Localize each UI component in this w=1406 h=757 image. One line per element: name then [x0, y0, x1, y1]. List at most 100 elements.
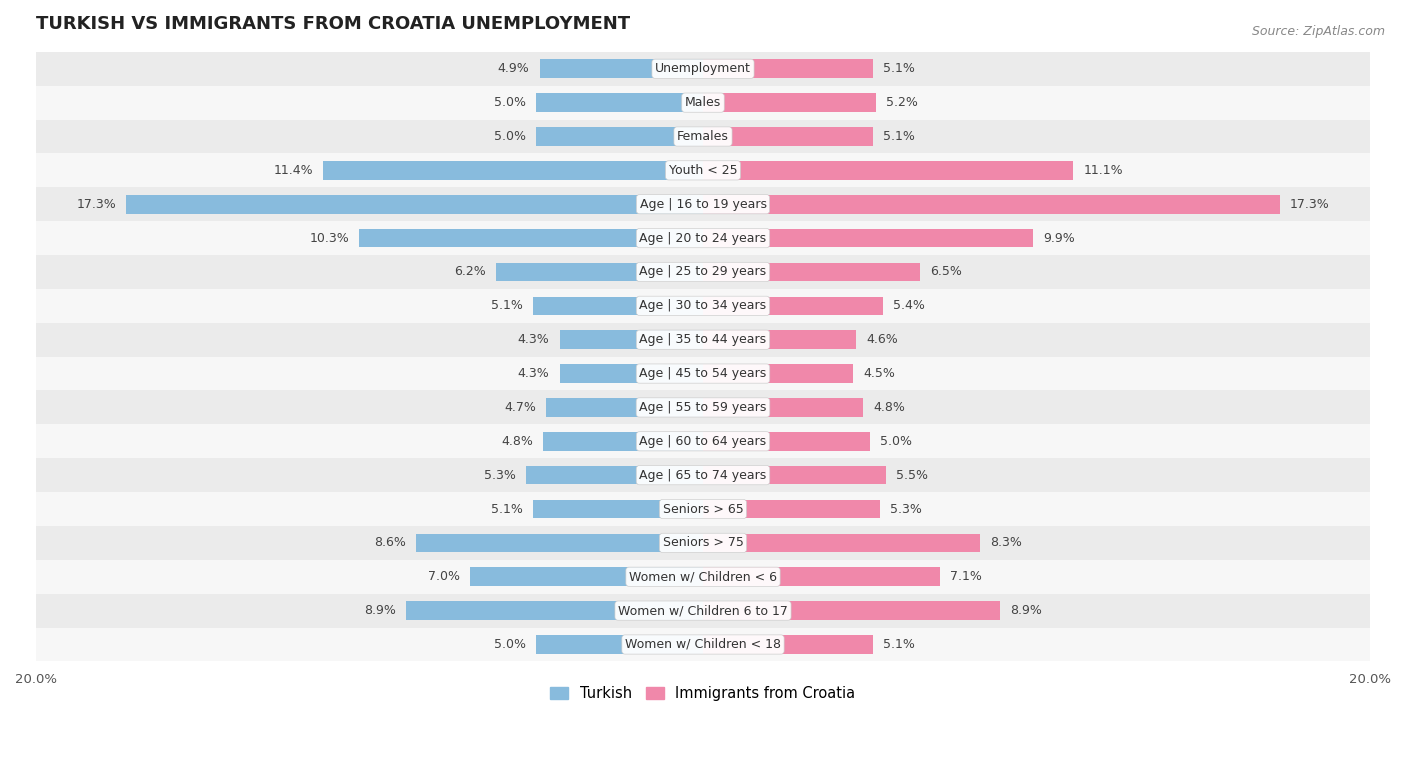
Bar [703, 568, 939, 586]
Text: Source: ZipAtlas.com: Source: ZipAtlas.com [1251, 25, 1385, 38]
Bar [37, 322, 1369, 357]
Text: Age | 16 to 19 years: Age | 16 to 19 years [640, 198, 766, 210]
Legend: Turkish, Immigrants from Croatia: Turkish, Immigrants from Croatia [544, 680, 862, 707]
Text: 5.1%: 5.1% [883, 62, 915, 75]
Text: 5.1%: 5.1% [491, 503, 523, 516]
Text: Age | 25 to 29 years: Age | 25 to 29 years [640, 266, 766, 279]
Bar [323, 161, 703, 179]
Text: 5.0%: 5.0% [495, 96, 526, 109]
Text: 5.4%: 5.4% [893, 299, 925, 313]
Bar [703, 263, 920, 282]
Text: Youth < 25: Youth < 25 [669, 164, 737, 177]
Bar [703, 432, 870, 450]
Text: 11.4%: 11.4% [273, 164, 312, 177]
Text: 7.0%: 7.0% [427, 570, 460, 583]
Text: 11.1%: 11.1% [1083, 164, 1123, 177]
Bar [37, 187, 1369, 221]
Text: 5.2%: 5.2% [886, 96, 918, 109]
Text: 4.9%: 4.9% [498, 62, 530, 75]
Bar [703, 398, 863, 417]
Bar [703, 127, 873, 146]
Text: Women w/ Children < 6: Women w/ Children < 6 [628, 570, 778, 583]
Bar [703, 364, 853, 383]
Bar [703, 330, 856, 349]
Text: 5.1%: 5.1% [491, 299, 523, 313]
Text: 4.3%: 4.3% [517, 333, 550, 346]
Bar [533, 500, 703, 519]
Bar [703, 601, 1000, 620]
Bar [540, 60, 703, 78]
Text: TURKISH VS IMMIGRANTS FROM CROATIA UNEMPLOYMENT: TURKISH VS IMMIGRANTS FROM CROATIA UNEMP… [37, 15, 630, 33]
Text: 6.2%: 6.2% [454, 266, 486, 279]
Bar [496, 263, 703, 282]
Bar [406, 601, 703, 620]
Bar [470, 568, 703, 586]
Bar [37, 628, 1369, 662]
Text: 9.9%: 9.9% [1043, 232, 1076, 245]
Text: 4.6%: 4.6% [866, 333, 898, 346]
Bar [416, 534, 703, 552]
Text: 5.0%: 5.0% [495, 130, 526, 143]
Bar [37, 86, 1369, 120]
Bar [703, 93, 876, 112]
Text: Seniors > 75: Seniors > 75 [662, 537, 744, 550]
Bar [37, 492, 1369, 526]
Text: 10.3%: 10.3% [309, 232, 350, 245]
Bar [703, 60, 873, 78]
Bar [37, 154, 1369, 187]
Text: 4.8%: 4.8% [501, 435, 533, 448]
Text: Unemployment: Unemployment [655, 62, 751, 75]
Text: 5.1%: 5.1% [883, 130, 915, 143]
Bar [560, 364, 703, 383]
Bar [543, 432, 703, 450]
Bar [37, 458, 1369, 492]
Text: 5.0%: 5.0% [495, 638, 526, 651]
Text: 17.3%: 17.3% [76, 198, 117, 210]
Bar [37, 120, 1369, 154]
Bar [536, 127, 703, 146]
Text: Age | 35 to 44 years: Age | 35 to 44 years [640, 333, 766, 346]
Text: Males: Males [685, 96, 721, 109]
Text: 5.5%: 5.5% [897, 469, 928, 481]
Text: 6.5%: 6.5% [929, 266, 962, 279]
Bar [526, 466, 703, 484]
Bar [37, 255, 1369, 289]
Text: 7.1%: 7.1% [950, 570, 981, 583]
Text: Age | 55 to 59 years: Age | 55 to 59 years [640, 401, 766, 414]
Bar [37, 526, 1369, 560]
Text: Age | 65 to 74 years: Age | 65 to 74 years [640, 469, 766, 481]
Text: 4.8%: 4.8% [873, 401, 905, 414]
Text: Women w/ Children 6 to 17: Women w/ Children 6 to 17 [619, 604, 787, 617]
Text: 8.9%: 8.9% [1010, 604, 1042, 617]
Bar [37, 560, 1369, 593]
Bar [703, 635, 873, 654]
Bar [703, 229, 1033, 248]
Bar [37, 221, 1369, 255]
Bar [560, 330, 703, 349]
Text: 5.0%: 5.0% [880, 435, 911, 448]
Text: 4.3%: 4.3% [517, 367, 550, 380]
Text: 8.9%: 8.9% [364, 604, 396, 617]
Text: Age | 60 to 64 years: Age | 60 to 64 years [640, 435, 766, 448]
Bar [37, 289, 1369, 322]
Text: Age | 20 to 24 years: Age | 20 to 24 years [640, 232, 766, 245]
Text: 4.5%: 4.5% [863, 367, 896, 380]
Bar [37, 357, 1369, 391]
Text: 5.1%: 5.1% [883, 638, 915, 651]
Bar [533, 297, 703, 315]
Bar [536, 635, 703, 654]
Bar [37, 51, 1369, 86]
Bar [703, 500, 880, 519]
Bar [360, 229, 703, 248]
Text: Females: Females [678, 130, 728, 143]
Bar [536, 93, 703, 112]
Text: 4.7%: 4.7% [505, 401, 536, 414]
Bar [547, 398, 703, 417]
Bar [703, 297, 883, 315]
Text: 8.6%: 8.6% [374, 537, 406, 550]
Text: Age | 45 to 54 years: Age | 45 to 54 years [640, 367, 766, 380]
Text: Age | 30 to 34 years: Age | 30 to 34 years [640, 299, 766, 313]
Bar [703, 161, 1073, 179]
Bar [703, 195, 1279, 213]
Bar [703, 534, 980, 552]
